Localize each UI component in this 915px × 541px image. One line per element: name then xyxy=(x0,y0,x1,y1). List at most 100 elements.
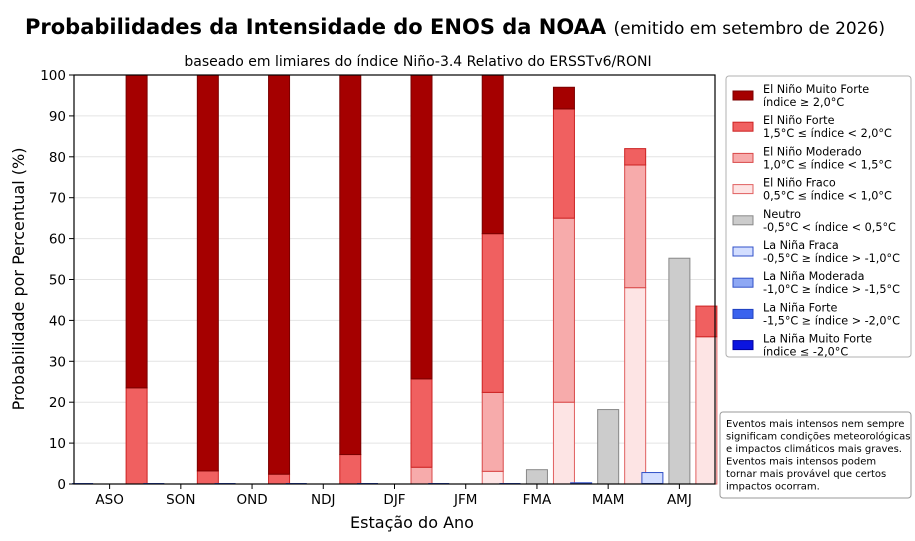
annotation-line: impactos ocorram. xyxy=(726,482,820,493)
y-tick-label: 80 xyxy=(49,150,66,166)
y-tick-label: 70 xyxy=(49,191,66,207)
x-tick-label: JFM xyxy=(453,492,477,508)
y-tick-label: 90 xyxy=(49,109,66,125)
legend-swatch xyxy=(732,215,754,226)
y-tick-label: 20 xyxy=(49,395,66,411)
legend-label: La Niña Forte xyxy=(763,301,837,314)
bar-segment xyxy=(481,391,504,472)
legend-label: La Niña Muito Forte xyxy=(763,333,872,346)
annotation-line: Eventos mais intensos nem sempre xyxy=(726,419,904,430)
legend-label: índice ≤ -2,0°C xyxy=(763,346,848,359)
legend-label: El Niño Muito Forte xyxy=(763,83,869,96)
legend-swatch xyxy=(732,184,754,195)
annotation-frame xyxy=(719,411,912,499)
annotation-line: tornar mais provável que certos xyxy=(726,468,886,480)
bar-segment xyxy=(695,305,718,338)
bar-segment xyxy=(410,466,433,485)
bar-segment xyxy=(410,74,433,380)
bar-segment xyxy=(552,401,575,485)
legend-swatch xyxy=(732,121,754,132)
legend-label: 1,0°C ≤ índice < 1,5°C xyxy=(763,158,892,171)
x-tick-label: SON xyxy=(166,492,195,508)
legend-swatch xyxy=(732,90,754,101)
bar-segment xyxy=(481,470,504,485)
legend-label: -0,5°C < índice < 0,5°C xyxy=(763,221,896,234)
x-tick-label: AMJ xyxy=(667,492,692,508)
title-group: Probabilidades da Intensidade do ENOS da… xyxy=(25,15,885,70)
chart-subtitle: baseado em limiares do índice Niño-3.4 R… xyxy=(184,54,651,70)
legend-label: -1,0°C ≥ índice > -1,5°C xyxy=(763,283,900,296)
bar-segment xyxy=(196,470,219,485)
bar-segment xyxy=(624,287,647,485)
y-tick-label: 30 xyxy=(49,354,66,370)
chart-title-suffix: (emitido em setembro de 2026) xyxy=(613,19,885,39)
legend-swatch xyxy=(732,308,754,319)
legend-label: El Niño Moderado xyxy=(763,145,862,158)
bar-segment xyxy=(481,74,504,235)
bar-segment xyxy=(624,164,647,289)
y-tick-label: 60 xyxy=(49,232,66,248)
bar-segment xyxy=(125,74,148,389)
legend-entry: La Niña Moderada-1,0°C ≥ índice > -1,5°C xyxy=(732,270,900,296)
legend-frame xyxy=(725,75,912,358)
legend-entry: Neutro-0,5°C < índice < 0,5°C xyxy=(732,208,896,234)
y-tick-label: 10 xyxy=(49,436,66,452)
x-tick-label: NDJ xyxy=(311,492,335,508)
bar-segment xyxy=(525,469,548,485)
bar-segment xyxy=(196,74,219,472)
bar-segment xyxy=(268,473,291,485)
legend-swatch xyxy=(732,152,754,163)
annotation-line: Eventos mais intensos podem xyxy=(726,457,876,468)
bar-segment xyxy=(668,257,691,485)
bars xyxy=(72,74,718,485)
legend-swatch xyxy=(732,340,754,351)
bar-segment xyxy=(695,336,718,485)
x-tick-labels: ASO SON OND NDJ DJF JFM FMA MAM AMJ xyxy=(95,484,692,508)
bar-segment xyxy=(481,233,504,393)
annotation-line: e impactos climáticos mais graves. xyxy=(726,443,902,455)
chart-title: Probabilidades da Intensidade do ENOS da… xyxy=(25,15,885,39)
legend-label: -0,5°C ≥ índice > -1,0°C xyxy=(763,252,900,265)
bar-segment xyxy=(641,472,664,485)
y-tick-label: 40 xyxy=(49,313,66,329)
legend-label: La Niña Moderada xyxy=(763,270,865,283)
y-tick-label: 100 xyxy=(40,68,66,84)
x-axis-label: Estação do Ano xyxy=(350,513,474,532)
legend-label: Neutro xyxy=(763,208,801,221)
bar-segment xyxy=(597,409,620,485)
x-tick-label: ASO xyxy=(95,492,123,508)
bar-segment xyxy=(552,86,575,110)
legend-entry: La Niña Fraca-0,5°C ≥ índice > -1,0°C xyxy=(732,239,900,265)
annotation-line: significam condições meteorológicas xyxy=(726,431,911,443)
bar-segment xyxy=(552,217,575,403)
bar-segment xyxy=(339,74,362,456)
bar-segment xyxy=(268,74,291,475)
legend-entry: La Niña Forte-1,5°C ≥ índice > -2,0°C xyxy=(732,301,900,327)
x-tick-label: FMA xyxy=(523,492,552,508)
y-tick-label: 50 xyxy=(49,273,66,289)
y-tick-label: 0 xyxy=(57,477,66,493)
legend-swatch xyxy=(732,277,754,288)
legend-swatch xyxy=(732,246,754,257)
legend-label: El Niño Fraco xyxy=(763,177,836,190)
x-tick-label: DJF xyxy=(383,492,405,508)
x-tick-label: MAM xyxy=(592,492,625,508)
legend-label: La Niña Fraca xyxy=(763,239,839,252)
y-axis-label: Probabilidade por Percentual (%) xyxy=(9,148,28,411)
legend-label: 0,5°C ≤ índice < 1,0°C xyxy=(763,190,892,203)
bar-segment xyxy=(624,148,647,166)
annotation-box: Eventos mais intensos nem sempresignific… xyxy=(719,411,912,499)
bar-segment xyxy=(410,378,433,468)
legend-label: -1,5°C ≥ índice > -2,0°C xyxy=(763,314,900,327)
bar-segment xyxy=(125,387,148,485)
bar-segment xyxy=(552,108,575,219)
legend-label: El Niño Forte xyxy=(763,114,835,127)
bar-segment xyxy=(339,454,362,485)
